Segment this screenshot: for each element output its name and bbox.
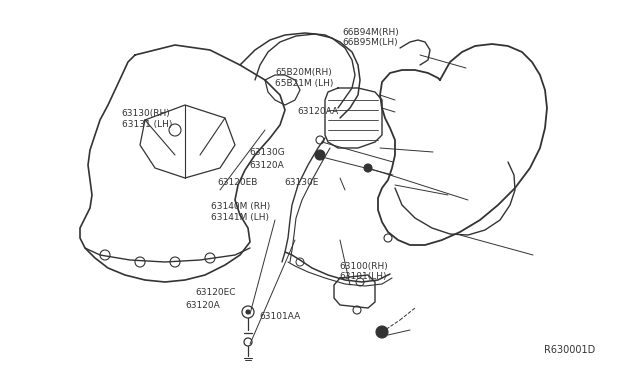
Text: 63140M (RH)
63141M (LH): 63140M (RH) 63141M (LH): [211, 202, 271, 222]
Text: 63130(RH)
63131 (LH): 63130(RH) 63131 (LH): [122, 109, 172, 129]
Text: 63130G: 63130G: [250, 148, 285, 157]
Text: 63120EB: 63120EB: [218, 178, 258, 187]
Text: 63120AA: 63120AA: [298, 107, 339, 116]
Text: 63120EC: 63120EC: [195, 288, 236, 296]
Circle shape: [246, 310, 250, 314]
Text: 66B94M(RH)
66B95M(LH): 66B94M(RH) 66B95M(LH): [342, 28, 399, 47]
Text: 63101AA: 63101AA: [259, 312, 300, 321]
Text: 63130E: 63130E: [285, 178, 319, 187]
Text: R630001D: R630001D: [544, 345, 595, 355]
Text: 63100(RH)
63101(LH): 63100(RH) 63101(LH): [339, 262, 388, 281]
Text: 63120A: 63120A: [250, 161, 284, 170]
Text: 65B20M(RH)
65B21M (LH): 65B20M(RH) 65B21M (LH): [275, 68, 333, 88]
Circle shape: [364, 164, 372, 172]
Circle shape: [376, 326, 388, 338]
Text: 63120A: 63120A: [186, 301, 220, 310]
Circle shape: [315, 150, 325, 160]
